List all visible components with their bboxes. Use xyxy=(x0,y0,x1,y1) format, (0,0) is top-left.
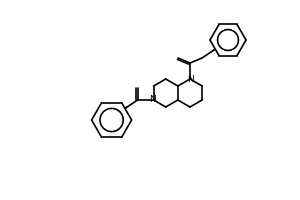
Text: N: N xyxy=(188,74,194,84)
Text: N: N xyxy=(149,96,156,104)
